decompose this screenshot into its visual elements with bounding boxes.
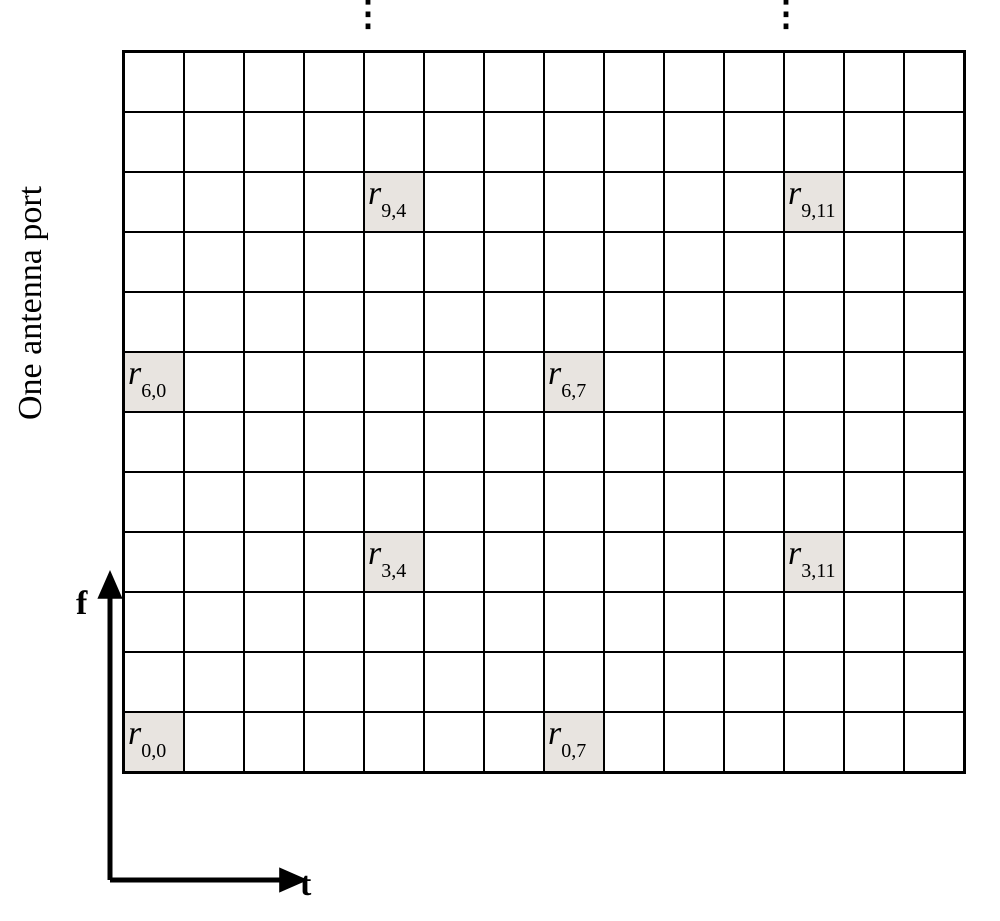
ref-signal-label: r3,11	[788, 535, 836, 577]
ref-signal-label: r0,7	[548, 715, 586, 757]
f-axis-label: f	[76, 585, 87, 623]
ref-signal-label: r0,0	[128, 715, 166, 757]
ref-signal-label: r6,7	[548, 355, 586, 397]
axes-svg	[0, 0, 1000, 921]
ref-signal-label: r9,11	[788, 175, 836, 217]
ref-signal-label: r9,4	[368, 175, 406, 217]
t-axis-label: t	[300, 866, 311, 904]
ref-signal-label: r3,4	[368, 535, 406, 577]
ref-signal-label: r6,0	[128, 355, 166, 397]
